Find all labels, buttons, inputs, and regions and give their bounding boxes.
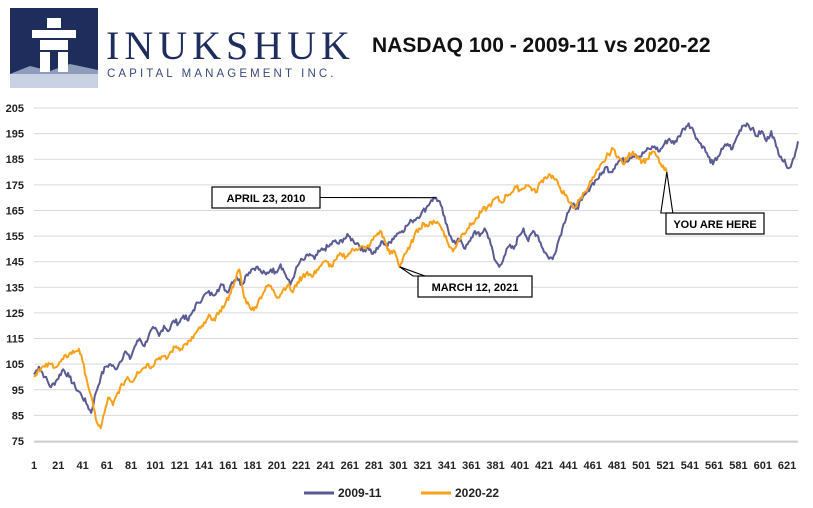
- chart-title: NASDAQ 100 - 2009-11 vs 2020-22: [372, 34, 711, 57]
- x-tick-label: 161: [219, 460, 237, 472]
- x-tick-label: 461: [584, 460, 602, 472]
- y-tick-label: 85: [12, 410, 24, 422]
- x-tick-label: 281: [365, 460, 383, 472]
- series-line-2020-22: [33, 146, 668, 430]
- legend: 2009-11 2020-22: [304, 486, 499, 500]
- logo-wordmark: INUKSHUK: [106, 23, 355, 68]
- inukshuk-logo-icon: [10, 8, 98, 88]
- y-tick-label: 75: [12, 436, 24, 448]
- y-tick-label: 145: [6, 257, 24, 269]
- x-tick-label: 121: [171, 460, 189, 472]
- callout-label: APRIL 23, 2010: [227, 193, 306, 205]
- x-tick-label: 201: [268, 460, 286, 472]
- callout-box: [211, 186, 321, 209]
- callout-label: YOU ARE HERE: [673, 219, 756, 231]
- callout: MARCH 12, 2021: [399, 266, 533, 298]
- callout-label: MARCH 12, 2021: [432, 282, 519, 294]
- x-tick-label: 21: [52, 460, 64, 472]
- x-tick-label: 421: [535, 460, 553, 472]
- x-tick-label: 601: [754, 460, 772, 472]
- y-tick-label: 175: [6, 180, 24, 192]
- x-tick-label: 521: [656, 460, 674, 472]
- y-tick-label: 165: [6, 205, 24, 217]
- legend-label: 2009-11: [338, 486, 382, 500]
- x-tick-label: 61: [101, 460, 113, 472]
- x-tick-label: 301: [389, 460, 407, 472]
- x-tick-label: 41: [76, 460, 88, 472]
- x-tick-label: 1: [31, 460, 37, 472]
- x-tick-label: 621: [778, 460, 796, 472]
- x-tick-label: 361: [462, 460, 480, 472]
- series-line-2009-11: [33, 122, 799, 414]
- callout: APRIL 23, 2010: [211, 186, 437, 209]
- grid-lines: [34, 107, 798, 443]
- x-tick-label: 141: [195, 460, 213, 472]
- x-tick-label: 101: [146, 460, 164, 472]
- y-tick-label: 155: [6, 231, 24, 243]
- y-tick-label: 195: [6, 129, 24, 141]
- x-tick-label: 341: [438, 460, 456, 472]
- x-tick-label: 241: [316, 460, 334, 472]
- x-tick-label: 561: [705, 460, 723, 472]
- callout-box: [417, 275, 533, 298]
- logo-subtitle: CAPITAL MANAGEMENT INC.: [107, 68, 337, 80]
- x-tick-label: 221: [292, 460, 310, 472]
- legend-label: 2020-22: [455, 486, 499, 500]
- x-tick-label: 581: [729, 460, 747, 472]
- x-tick-label: 481: [608, 460, 626, 472]
- x-tick-label: 441: [559, 460, 577, 472]
- annotations: APRIL 23, 2010 MARCH 12, 2021 YOU ARE HERE: [211, 171, 765, 298]
- x-tick-label: 501: [632, 460, 650, 472]
- y-tick-label: 125: [6, 308, 24, 320]
- y-tick-label: 105: [6, 359, 24, 371]
- y-tick-label: 135: [6, 282, 24, 294]
- callout-box: [665, 212, 765, 235]
- x-tick-label: 541: [681, 460, 699, 472]
- logo: INUKSHUK CAPITAL MANAGEMENT INC.: [10, 8, 350, 88]
- x-tick-label: 401: [511, 460, 529, 472]
- x-tick-label: 81: [125, 460, 137, 472]
- x-tick-label: 381: [486, 460, 504, 472]
- y-tick-label: 95: [12, 385, 24, 397]
- x-tick-label: 181: [243, 460, 261, 472]
- series-lines: [33, 122, 799, 430]
- callout-pointer: [399, 266, 426, 277]
- axis-labels: 75 85 95 105 115 125 135 145 155 165 175 185 195 205 1…: [6, 103, 797, 472]
- y-tick-label: 185: [6, 154, 24, 166]
- callout: YOU ARE HERE: [660, 171, 765, 235]
- y-tick-label: 115: [6, 334, 24, 346]
- callout-pointer: [660, 171, 674, 214]
- x-tick-label: 321: [414, 460, 432, 472]
- y-tick-label: 205: [6, 103, 24, 115]
- x-tick-label: 261: [341, 460, 359, 472]
